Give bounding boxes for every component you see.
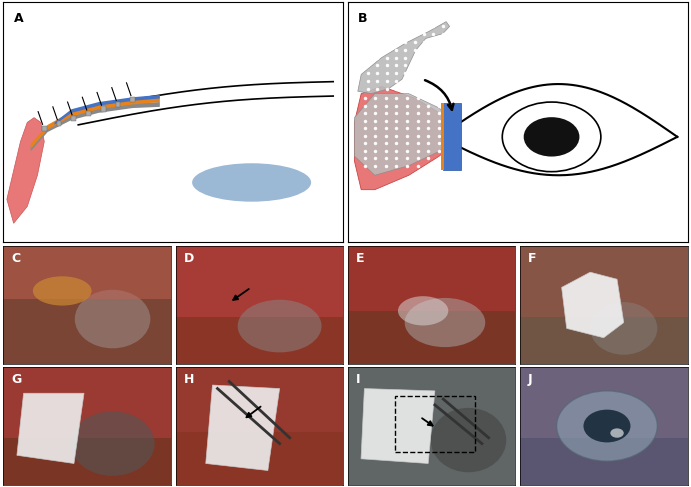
Bar	[520, 246, 688, 317]
Bar	[3, 368, 171, 438]
Polygon shape	[30, 97, 160, 149]
Text: H: H	[184, 374, 194, 386]
Text: I: I	[356, 374, 361, 386]
Ellipse shape	[238, 300, 321, 353]
Bar	[115, 102, 120, 107]
Polygon shape	[354, 87, 460, 189]
Text: F: F	[528, 252, 537, 265]
Polygon shape	[206, 385, 280, 470]
Bar	[176, 246, 343, 317]
Bar	[42, 126, 46, 131]
Circle shape	[502, 102, 601, 171]
Text: D: D	[184, 252, 194, 265]
Bar	[348, 246, 515, 311]
Polygon shape	[354, 94, 460, 175]
Bar	[441, 103, 444, 170]
Bar	[395, 395, 475, 452]
Ellipse shape	[70, 412, 155, 476]
Ellipse shape	[590, 302, 657, 355]
Text: C: C	[12, 252, 21, 265]
Polygon shape	[562, 272, 624, 338]
Polygon shape	[439, 84, 677, 175]
Ellipse shape	[430, 408, 507, 472]
Ellipse shape	[192, 163, 311, 202]
Ellipse shape	[33, 276, 92, 305]
Polygon shape	[30, 102, 160, 151]
Circle shape	[524, 117, 580, 156]
Text: B: B	[358, 12, 368, 25]
Bar	[443, 103, 462, 170]
Polygon shape	[358, 21, 450, 94]
Text: J: J	[528, 374, 533, 386]
Bar	[101, 106, 106, 112]
Text: G: G	[12, 374, 22, 386]
Circle shape	[610, 429, 624, 438]
Ellipse shape	[398, 296, 448, 325]
Bar	[71, 116, 76, 121]
Circle shape	[557, 391, 657, 461]
Bar	[57, 121, 61, 126]
Ellipse shape	[405, 298, 485, 347]
Bar	[176, 368, 343, 432]
Polygon shape	[17, 393, 84, 464]
Polygon shape	[7, 118, 44, 223]
Text: A: A	[14, 12, 23, 25]
Bar	[86, 111, 91, 116]
Bar	[131, 97, 135, 102]
Polygon shape	[361, 389, 435, 464]
Bar	[3, 246, 171, 299]
Bar	[520, 368, 688, 438]
Text: E: E	[356, 252, 364, 265]
Polygon shape	[55, 95, 160, 125]
Circle shape	[583, 410, 630, 442]
Ellipse shape	[75, 290, 151, 348]
